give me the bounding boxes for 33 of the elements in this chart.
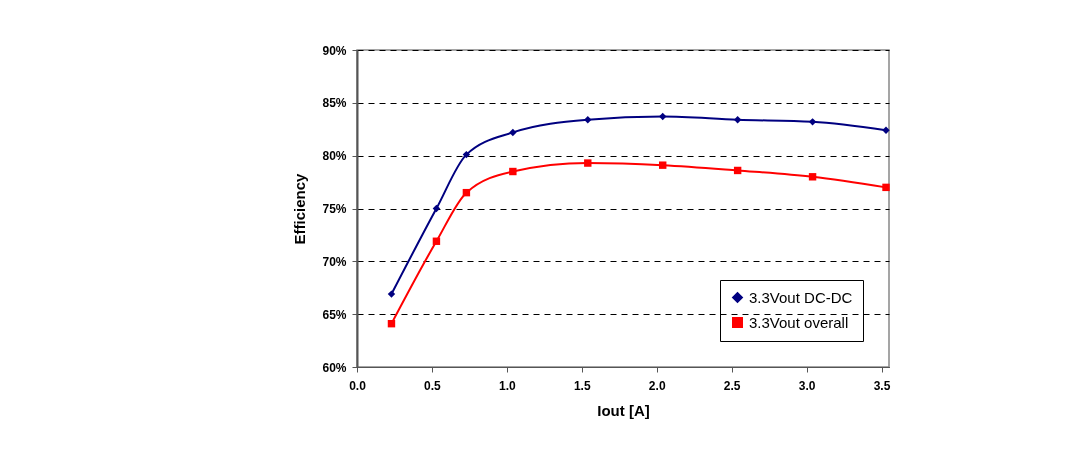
x-tick-label: 1.0 <box>499 378 517 393</box>
x-tick-label: 3.0 <box>798 378 816 393</box>
y-tick-label: 60% <box>322 360 347 375</box>
x-tick-label: 1.5 <box>573 378 591 393</box>
point <box>808 173 817 181</box>
point <box>808 118 817 126</box>
x-axis-title: Iout [A] <box>597 401 650 419</box>
point <box>882 126 890 135</box>
point <box>432 204 441 213</box>
point <box>584 116 592 124</box>
point <box>509 167 517 176</box>
point <box>387 290 396 298</box>
x-tick-label: 2.5 <box>723 378 741 393</box>
point <box>462 150 471 159</box>
legend-label: 3.3Vout DC-DC <box>749 288 853 306</box>
point <box>584 159 592 167</box>
x-tick-label: 3.5 <box>873 378 891 393</box>
y-tick-label: 80% <box>322 149 347 164</box>
y-tick-label: 85% <box>322 96 347 111</box>
x-tick-label: 2.0 <box>648 378 666 393</box>
point <box>509 128 517 137</box>
point <box>882 183 890 192</box>
y-tick-label: 90% <box>322 43 347 58</box>
y-tick-label: 75% <box>322 202 347 216</box>
x-tick-label: 0.0 <box>349 378 367 393</box>
legend-label: 3.3Vout overall <box>749 313 849 331</box>
y-axis-title: Efficiency <box>291 172 309 245</box>
point <box>659 112 667 121</box>
x-tick-label: 0.5 <box>424 378 442 393</box>
point <box>733 116 742 124</box>
y-tick-label: 65% <box>322 307 347 322</box>
y-tick-label: 70% <box>322 254 347 269</box>
point <box>659 161 667 169</box>
